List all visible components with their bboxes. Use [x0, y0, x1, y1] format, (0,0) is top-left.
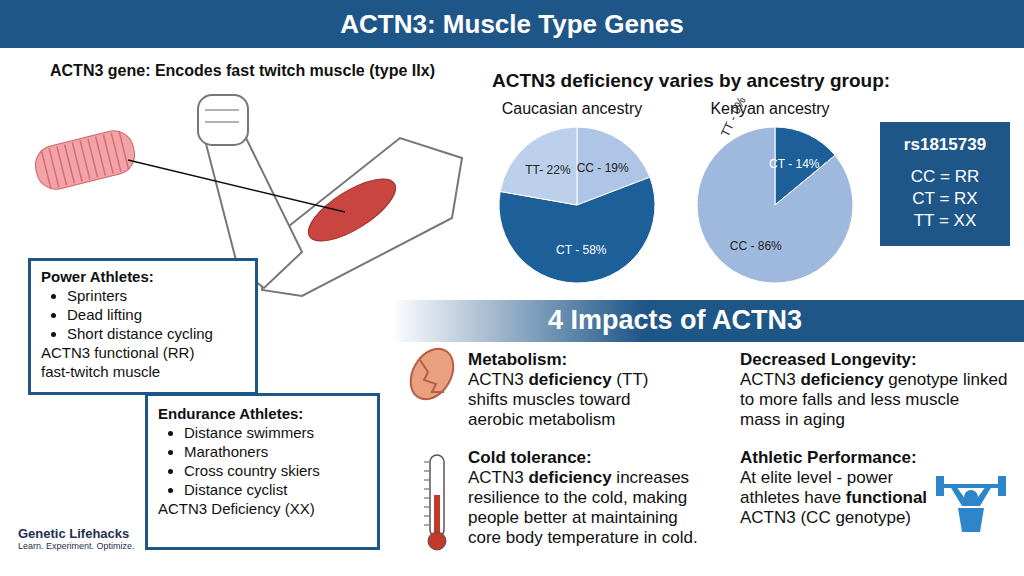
svg-text:TT - 0%: TT - 0% — [718, 94, 749, 139]
svg-text:CT - 58%: CT - 58% — [556, 243, 607, 257]
svg-text:CC - 86%: CC - 86% — [730, 239, 782, 253]
svg-text:TT- 22%: TT- 22% — [525, 163, 571, 177]
svg-text:CC - 19%: CC - 19% — [577, 161, 629, 175]
svg-text:CT - 14%: CT - 14% — [769, 157, 820, 171]
